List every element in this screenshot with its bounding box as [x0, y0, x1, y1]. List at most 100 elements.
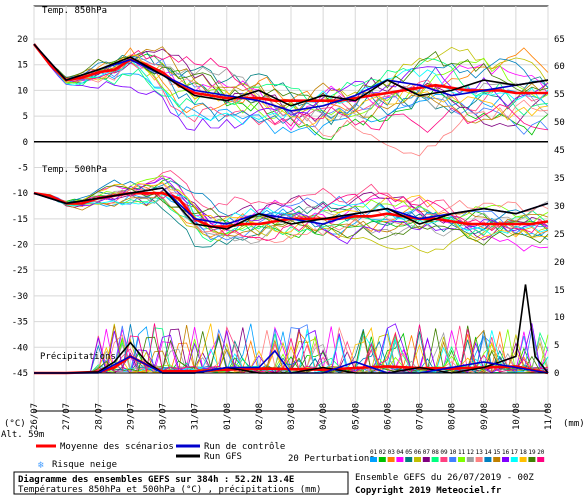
info-box: [13, 471, 349, 495]
x-tick-label: 27/07: [62, 403, 72, 430]
y-right-tick-label: 20: [554, 258, 565, 268]
perturbation-swatch: [484, 457, 492, 462]
series-precip-run-de-contr-le: [34, 349, 549, 374]
perturbation-line-precip: [34, 323, 549, 374]
axes: 20151050-5-10-15-20-25-30-35-40-45656055…: [12, 35, 565, 430]
x-tick-label: 11/08: [544, 403, 554, 430]
perturbation-swatch: [458, 457, 465, 462]
series-precip-moyenne-des-sc-narios: [34, 354, 549, 375]
perturbation-line-850: [33, 43, 549, 124]
legend-label-perturbations: 20 Perturbations: [288, 454, 375, 464]
y-right-tick-label: 45: [554, 146, 565, 156]
altitude-label: Alt. 59m: [1, 430, 44, 440]
series-t500-run-gfs: [33, 187, 549, 230]
x-tick-label: 26/07: [30, 403, 40, 430]
perturbation-number: 12: [467, 449, 475, 456]
y-right-tick-label: 10: [554, 313, 565, 323]
left-unit-label: (°C): [4, 419, 26, 429]
x-tick-label: 10/08: [512, 403, 522, 430]
perturbation-number: 18: [520, 449, 528, 456]
x-tick-label: 08/08: [448, 403, 458, 430]
series-t850-moyenne-des-sc-narios: [32, 43, 548, 102]
perturbation-number: 14: [484, 449, 492, 456]
y-left-tick-label: -40: [12, 343, 28, 353]
y-left-tick-label: 15: [17, 61, 28, 71]
x-tick-label: 07/08: [416, 403, 426, 430]
perturbation-swatch: [378, 457, 386, 462]
y-left-tick-label: 10: [17, 86, 28, 96]
x-tick-label: 31/07: [191, 403, 201, 430]
y-right-tick-label: 5: [554, 341, 559, 351]
perturbation-line-850: [33, 43, 549, 126]
y-left-tick-label: -30: [12, 292, 28, 302]
x-tick-label: 06/08: [383, 403, 393, 430]
perturbation-line-500: [33, 192, 549, 236]
legend-label-controle: Run de contrôle: [204, 441, 285, 452]
perturbation-line-850: [33, 43, 549, 133]
perturbation-swatch: [387, 457, 395, 462]
x-tick-label: 03/08: [287, 403, 297, 430]
perturbation-number: 09: [440, 449, 448, 456]
perturbation-number: 17: [511, 449, 519, 456]
perturbation-swatch: [440, 457, 448, 462]
y-right-tick-label: 30: [554, 202, 565, 212]
y-right-tick-label: 50: [554, 118, 565, 128]
perturbation-line-500: [33, 191, 549, 242]
y-right-tick-label: 65: [554, 35, 565, 45]
perturbation-line-850: [33, 43, 549, 104]
y-right-tick-label: 25: [554, 230, 565, 240]
y-left-tick-label: 5: [23, 112, 28, 122]
perturbation-line-500: [33, 190, 549, 245]
perturbation-number: 01: [370, 449, 378, 456]
y-left-tick-label: -5: [17, 163, 28, 173]
x-tick-label: 30/07: [159, 403, 169, 430]
x-tick-label: 02/08: [255, 403, 265, 430]
y-right-tick-label: 0: [554, 369, 559, 379]
perturbation-number: 02: [379, 449, 387, 456]
perturbation-number: 15: [493, 449, 501, 456]
y-left-tick-label: -35: [12, 318, 28, 328]
perturbation-swatch: [502, 457, 509, 462]
panel-label-precip: Précipitations: [40, 351, 116, 362]
y-left-tick-label: -45: [12, 369, 28, 379]
chart-title: Diagramme des ensembles GEFS sur 384h : …: [18, 474, 294, 485]
x-tick-label: 05/08: [351, 403, 361, 430]
perturbation-swatch: [493, 457, 501, 462]
perturbation-legend: 01 02 03 04 05 06 07 08 09 10 11 12 13 14 15 16 17 18 19 20: [370, 449, 545, 462]
y-left-tick-label: -20: [12, 241, 28, 251]
perturbation-number: 16: [502, 449, 510, 456]
perturbation-number: 13: [476, 449, 484, 456]
perturbation-number: 04: [396, 449, 404, 456]
perturbation-swatch: [431, 457, 439, 462]
perturbation-number: 06: [414, 449, 422, 456]
perturbation-line-500: [33, 190, 549, 237]
x-tick-label: 01/08: [223, 403, 233, 430]
perturbation-number: 07: [423, 449, 431, 456]
snowflake-icon: ❄: [38, 460, 45, 471]
legend: Moyenne des scénarios Run de contrôle Ru…: [36, 441, 545, 471]
x-tick-label: 29/07: [126, 403, 136, 430]
perturbation-swatch: [466, 457, 474, 462]
copyright: Copyright 2019 Meteociel.fr: [355, 485, 502, 496]
y-left-tick-label: -25: [12, 266, 28, 276]
perturbation-number: 03: [388, 449, 396, 456]
perturbation-swatch: [510, 457, 518, 462]
perturbation-number: 05: [405, 449, 413, 456]
y-left-tick-label: 0: [23, 138, 28, 148]
credit-line: Ensemble GEFS du 26/07/2019 - 00Z: [355, 473, 534, 483]
perturbation-number: 10: [449, 449, 457, 456]
y-right-tick-label: 60: [554, 62, 565, 72]
x-tick-label: 09/08: [480, 403, 490, 430]
right-unit-label: (mm): [563, 419, 584, 429]
x-tick-label: 04/08: [319, 403, 329, 430]
perturbation-swatch: [422, 457, 430, 462]
y-right-tick-label: 55: [554, 90, 565, 100]
perturbation-line-500: [33, 170, 549, 230]
perturbation-line-500: [33, 182, 549, 242]
x-tick-label: 28/07: [94, 403, 104, 430]
legend-label-moyenne: Moyenne des scénarios: [60, 441, 174, 452]
perturbation-swatch: [396, 457, 404, 462]
legend-label-risque: Risque neige: [52, 460, 117, 470]
perturbation-swatch: [414, 457, 421, 462]
